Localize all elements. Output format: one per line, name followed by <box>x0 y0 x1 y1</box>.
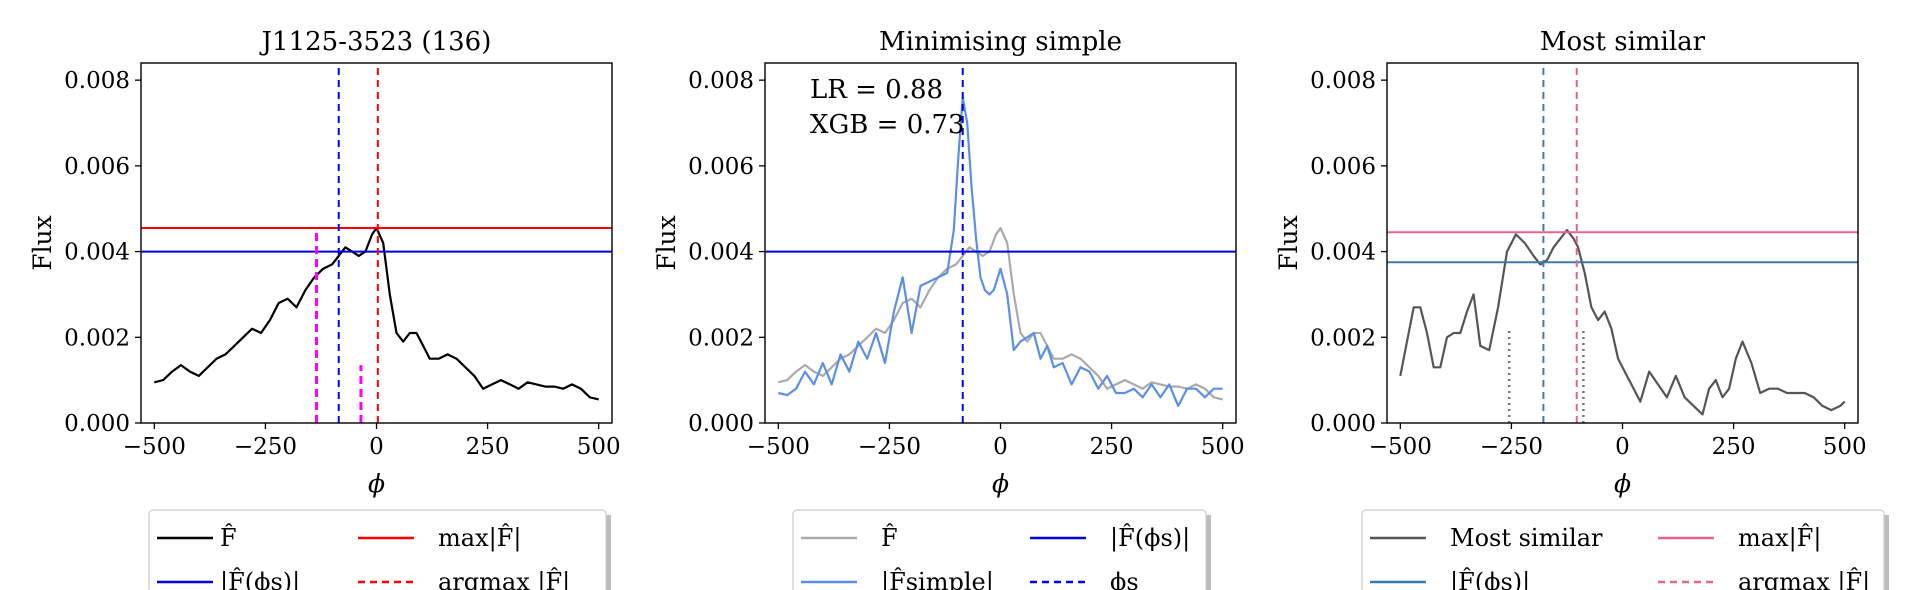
y-axis-label: Flux <box>1274 215 1303 271</box>
y-tick-label: 0.000 <box>688 411 754 437</box>
y-tick-label: 0.004 <box>1310 240 1376 266</box>
y-tick-label: 0.008 <box>688 68 754 94</box>
y-tick-label: 0.002 <box>64 325 130 351</box>
annotation-text: XGB = 0.73 <box>810 110 965 140</box>
chart-title: Minimising simple <box>879 27 1122 57</box>
x-tick-label: −500 <box>747 434 810 460</box>
legend-label: argmax |F̂| <box>1738 568 1870 590</box>
x-tick-label: 500 <box>577 434 621 460</box>
y-tick-label: 0.000 <box>1310 411 1376 437</box>
legend: F̂ max|F̂| |F̂(ϕs)| argmax |F̂| <box>148 509 611 590</box>
legend-label: F̂ <box>220 524 237 552</box>
x-axis-label: ϕ <box>368 469 385 498</box>
series-line-1 <box>778 226 1223 401</box>
x-tick-label: 250 <box>466 434 510 460</box>
x-tick-label: −250 <box>858 434 921 460</box>
chart-title: Most similar <box>1540 27 1706 57</box>
x-tick-label: 0 <box>369 434 384 460</box>
x-axis-label: ϕ <box>992 469 1009 498</box>
y-tick-label: 0.008 <box>64 68 130 94</box>
x-tick-label: −250 <box>1480 434 1543 460</box>
legend-label: max|F̂| <box>1738 524 1821 553</box>
y-tick-label: 0.004 <box>688 240 754 266</box>
x-tick-label: 500 <box>1823 434 1867 460</box>
series-line-2 <box>778 96 1223 407</box>
legend-label: ϕs <box>1110 568 1139 590</box>
annotation-text: LR = 0.88 <box>810 75 943 105</box>
legend-label: |F̂simple| <box>881 568 994 590</box>
y-tick-label: 0.006 <box>688 154 754 180</box>
legend-box <box>148 509 607 590</box>
legend-label: Most similar <box>1450 524 1603 552</box>
legend: Most similar max|F̂| |F̂(ϕs)| argmax |F̂| <box>1361 509 1889 590</box>
x-tick-label: −250 <box>234 434 297 460</box>
x-tick-label: 500 <box>1201 434 1245 460</box>
x-axis-label: ϕ <box>1614 469 1631 498</box>
y-tick-label: 0.002 <box>1310 325 1376 351</box>
legend-box <box>1361 509 1885 590</box>
y-axis-label: Flux <box>652 215 681 271</box>
x-tick-label: 250 <box>1090 434 1134 460</box>
x-tick-label: −500 <box>1369 434 1432 460</box>
y-tick-label: 0.002 <box>688 325 754 351</box>
y-tick-label: 0.008 <box>1310 68 1376 94</box>
legend-label: |F̂(ϕs)| <box>220 568 300 590</box>
chart-panel-1: −500 −250 0 250 500 0.000 0.002 0.004 0.006 0.008… <box>28 27 621 590</box>
y-tick-label: 0.004 <box>64 240 130 266</box>
legend-label: max|F̂| <box>438 524 521 553</box>
legend-label: |F̂(ϕs)| <box>1110 524 1190 553</box>
x-tick-label: 0 <box>1615 434 1630 460</box>
legend-label: F̂ <box>881 524 898 552</box>
x-tick-label: −500 <box>123 434 186 460</box>
chart-panel-3: −500 −250 0 250 500 0.000 0.002 0.004 0.006 0.008… <box>1274 27 1889 590</box>
y-axis-label: Flux <box>28 215 57 271</box>
series-line-1 <box>1399 229 1846 416</box>
plot-area <box>141 63 612 423</box>
x-tick-label: 250 <box>1712 434 1756 460</box>
series-line-1 <box>154 226 599 401</box>
x-tick-label: 0 <box>993 434 1008 460</box>
chart-title: J1125-3523 (136) <box>259 27 492 57</box>
plot-area <box>1387 63 1858 423</box>
legend-label: |F̂(ϕs)| <box>1450 568 1530 590</box>
legend-label: argmax |F̂| <box>438 568 570 590</box>
plot-area <box>765 63 1236 423</box>
y-tick-label: 0.006 <box>64 154 130 180</box>
y-tick-label: 0.006 <box>1310 154 1376 180</box>
y-tick-label: 0.000 <box>64 411 130 437</box>
legend-box <box>792 509 1207 590</box>
plot-frame <box>140 62 613 424</box>
chart-panel-2: −500 −250 0 250 500 0.000 0.002 0.004 0.006 0.008… <box>652 27 1245 590</box>
legend: F̂ |F̂(ϕs)| |F̂simple| ϕs <box>792 509 1211 590</box>
